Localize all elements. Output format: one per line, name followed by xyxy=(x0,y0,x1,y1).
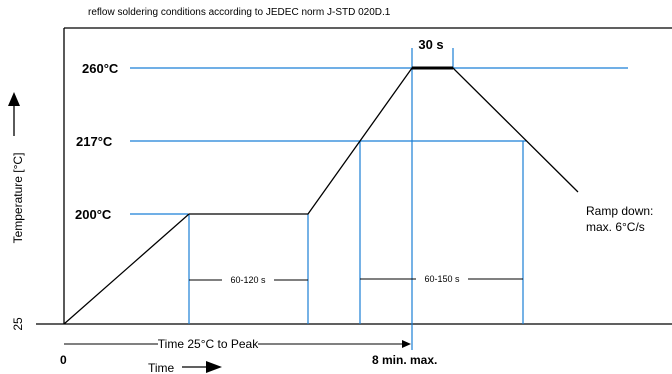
ramp-down-rate-label: max. 6°C/s xyxy=(586,220,645,234)
x-origin-label: 0 xyxy=(60,353,67,367)
level-260-label: 260°C xyxy=(82,61,119,76)
x-axis-label: Time xyxy=(148,361,175,374)
time-to-peak-label: Time 25°C to Peak xyxy=(158,337,259,351)
diagram-caption: reflow soldering conditions according to… xyxy=(88,7,391,18)
x-axis-arrow-head xyxy=(206,361,222,373)
reflow-curve xyxy=(63,67,579,325)
level-217-label: 217°C xyxy=(76,134,113,149)
level-200-label: 200°C xyxy=(75,207,112,222)
time-to-peak-arrowhead xyxy=(402,340,411,348)
y-axis-arrow-head xyxy=(8,92,20,106)
peak-hold-label: 30 s xyxy=(418,37,443,52)
y-axis-label: Temperature [°C] xyxy=(11,153,25,244)
liquidus-label-bg xyxy=(416,271,468,285)
preheat-label-bg xyxy=(222,272,274,286)
ramp-down-label: Ramp down: xyxy=(586,204,653,218)
y-axis-value-25: 25 xyxy=(11,317,25,331)
preheat-duration-label: 60-120 s xyxy=(230,275,266,285)
time-to-peak-label-bg xyxy=(158,337,258,352)
liquidus-duration-label: 60-150 s xyxy=(424,274,460,284)
max-time-label: 8 min. max. xyxy=(372,353,437,367)
